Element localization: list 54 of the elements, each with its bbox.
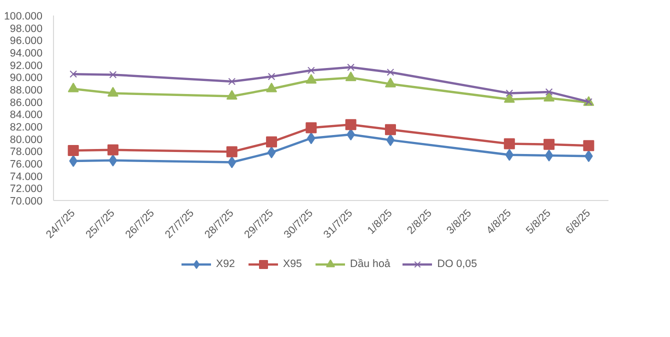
y-tick-label: 76.000 [10, 158, 43, 170]
point [226, 146, 238, 158]
y-tick-label: 98.000 [10, 22, 43, 35]
point [384, 78, 396, 88]
point [307, 66, 315, 74]
point [544, 92, 555, 102]
y-tick-label: 84.000 [10, 109, 43, 122]
point [345, 119, 356, 130]
point [267, 146, 276, 158]
point [386, 68, 394, 76]
point [384, 124, 396, 136]
point [266, 82, 278, 92]
point [266, 136, 278, 148]
y-tick-label: 86.000 [10, 96, 43, 109]
point [268, 72, 276, 80]
point [347, 64, 355, 71]
point [109, 71, 117, 78]
point [108, 154, 118, 166]
y-tick-label: 80.000 [10, 134, 43, 146]
point [583, 140, 594, 152]
y-tick-label: 78.000 [10, 146, 43, 158]
point [228, 78, 236, 86]
point [544, 149, 554, 162]
y-tick-label: 100.000 [4, 10, 43, 22]
y-tick-label: 88.000 [10, 84, 43, 96]
y-tick-label: 90.000 [10, 72, 43, 84]
point [68, 145, 79, 156]
point [70, 70, 78, 78]
point [107, 86, 118, 97]
point [228, 156, 236, 168]
y-tick-label: 94.000 [10, 48, 43, 60]
point [545, 88, 553, 96]
point [506, 90, 514, 97]
point [226, 90, 238, 100]
point [505, 148, 514, 161]
y-tick-label: 74.000 [10, 170, 43, 183]
point [345, 72, 356, 82]
legend-label: X92 [216, 258, 236, 270]
point [107, 144, 118, 156]
y-tick-label: 72.000 [10, 183, 43, 196]
point [306, 122, 317, 134]
y-tick-label: 92.000 [10, 60, 43, 72]
y-tick-label: 96.000 [10, 35, 43, 48]
y-tick-label: 82.000 [10, 122, 43, 134]
point [306, 74, 317, 84]
point [386, 134, 395, 146]
legend-label: X95 [283, 258, 303, 270]
point [504, 138, 515, 150]
point [544, 138, 555, 150]
point [504, 93, 515, 103]
point [68, 82, 79, 92]
y-tick-label: 70.000 [10, 196, 43, 208]
legend-label: Dầu hoả [350, 258, 390, 270]
legend-label: DO 0,05 [437, 258, 477, 270]
